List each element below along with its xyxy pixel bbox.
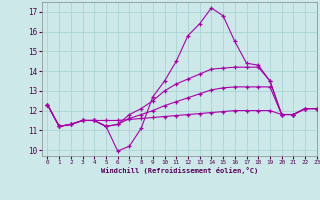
X-axis label: Windchill (Refroidissement éolien,°C): Windchill (Refroidissement éolien,°C) — [100, 167, 258, 174]
